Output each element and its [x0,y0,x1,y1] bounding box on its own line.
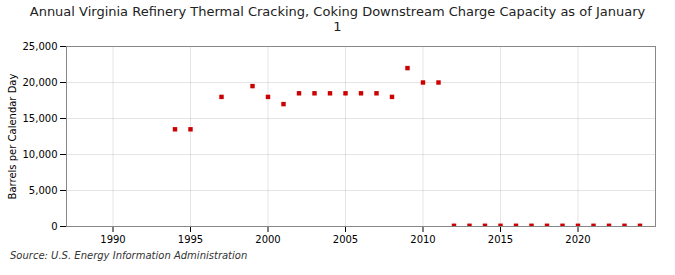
svg-text:1995: 1995 [178,234,203,245]
svg-text:0: 0 [51,221,57,232]
svg-text:2000: 2000 [255,234,280,245]
svg-text:2005: 2005 [333,234,358,245]
html-text:Annual Virginia Refinery Therm: Annual Virginia Refinery Thermal Crackin… [29,4,646,34]
svg-text:15,000: 15,000 [23,113,58,124]
svg-text:Barrels per Calendar Day: Barrels per Calendar Day [7,74,18,200]
svg-text:25,000: 25,000 [23,41,58,52]
svg-text:2015: 2015 [488,234,513,245]
svg-text:2020: 2020 [565,234,590,245]
html-text:Source: U.S. Energy Informatio: Source: U.S. Energy Information Administ… [10,250,248,261]
svg-text:20,000: 20,000 [23,77,58,88]
svg-text:10,000: 10,000 [23,149,58,160]
svg-text:1990: 1990 [100,234,125,245]
svg-text:5,000: 5,000 [29,185,58,196]
svg-text:2010: 2010 [410,234,435,245]
